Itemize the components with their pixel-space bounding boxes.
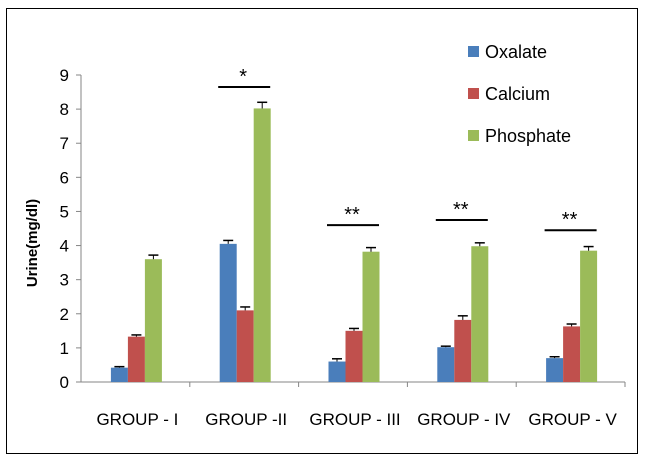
bar-oxalate: [546, 358, 564, 382]
bar-calcium: [345, 330, 363, 382]
x-category-label: GROUP - IV: [417, 410, 511, 429]
legend-swatch-phosphate: [468, 130, 479, 141]
bar-phosphate: [144, 259, 162, 382]
legend-label-phosphate: Phosphate: [485, 126, 571, 146]
y-tick-label: 1: [60, 339, 69, 358]
bar-phosphate: [580, 250, 598, 382]
x-category-label: GROUP - III: [309, 410, 400, 429]
y-tick-label: 4: [60, 237, 69, 256]
significance-marker: **: [344, 204, 360, 226]
legend-swatch-calcium: [468, 88, 479, 99]
bar-oxalate: [110, 367, 128, 382]
y-tick-label: 5: [60, 202, 69, 221]
x-category-label: GROUP - I: [96, 410, 178, 429]
bar-calcium: [127, 336, 145, 382]
bar-calcium: [236, 310, 254, 382]
legend-swatch-oxalate: [468, 46, 479, 57]
x-category-label: GROUP - V: [528, 410, 617, 429]
bar-oxalate: [437, 347, 455, 382]
y-tick-label: 8: [60, 100, 69, 119]
y-tick-label: 3: [60, 271, 69, 290]
chart-frame: [6, 8, 638, 454]
y-axis-label: Urine(mg/dl): [24, 199, 41, 287]
y-tick-label: 2: [60, 305, 69, 324]
legend-label-calcium: Calcium: [485, 84, 550, 104]
annotations-group: *** ** **: [218, 66, 597, 232]
y-tick-label: 7: [60, 134, 69, 153]
bar-phosphate: [362, 251, 380, 382]
legend: Oxalate Calcium Phosphate: [468, 42, 571, 146]
significance-marker: **: [453, 199, 469, 221]
bar-phosphate: [471, 246, 489, 382]
bar-phosphate: [253, 108, 271, 382]
bar-oxalate: [219, 243, 237, 382]
bar-oxalate: [328, 361, 346, 382]
significance-marker: *: [239, 66, 247, 88]
bar-calcium: [454, 319, 472, 382]
bar-calcium: [563, 326, 581, 382]
significance-marker: **: [562, 209, 578, 231]
bars-group: [110, 101, 598, 382]
legend-label-oxalate: Oxalate: [485, 42, 547, 62]
y-tick-label: 0: [60, 373, 69, 392]
y-tick-label: 9: [60, 66, 69, 85]
y-tick-label: 6: [60, 168, 69, 187]
axes: 0 1 2 3 4 5 6 7 8 9 GROUP - I GROUP -II GROUP - III G…: [60, 66, 626, 429]
x-category-label: GROUP -II: [205, 410, 287, 429]
